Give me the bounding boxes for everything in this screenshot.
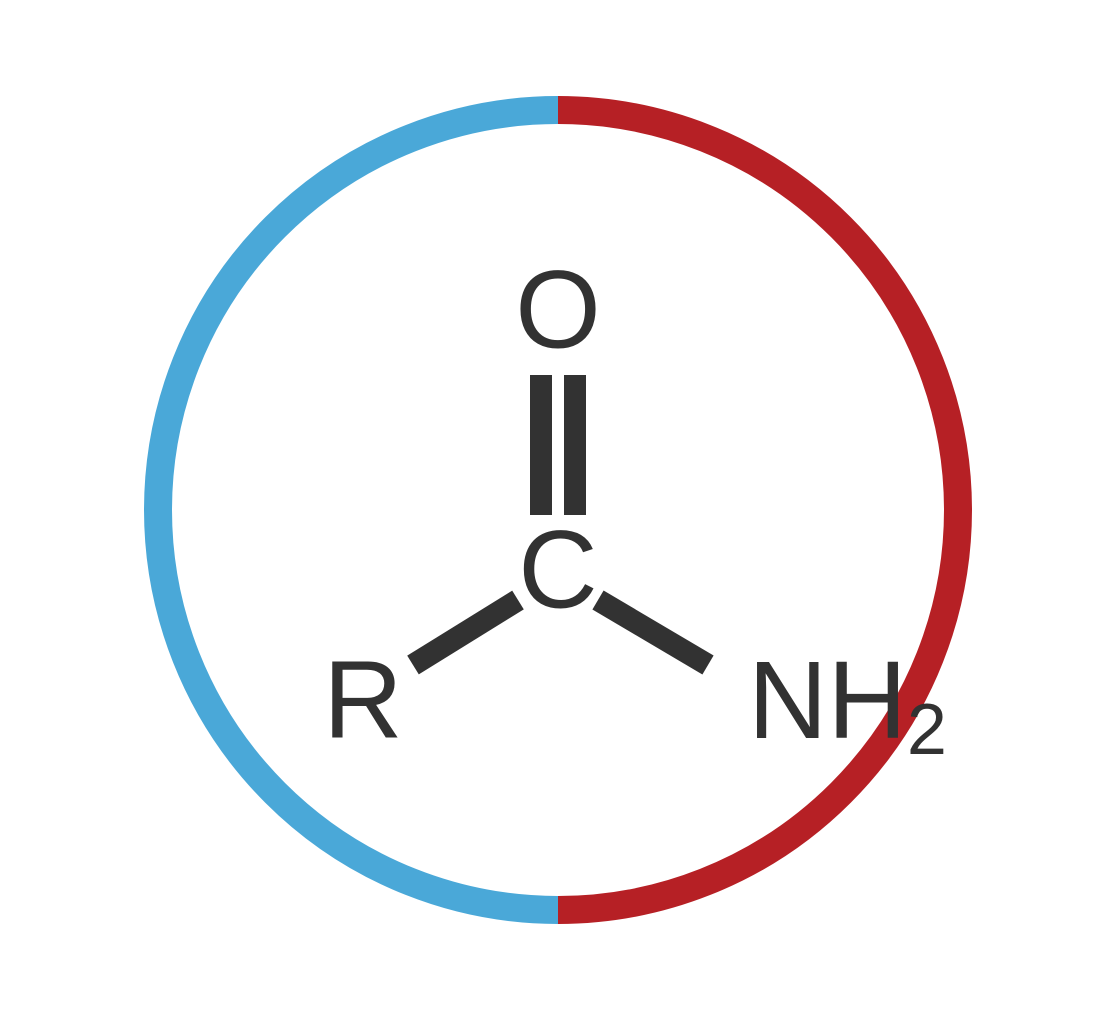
chemical-structure-svg: O C R NH2 — [108, 60, 1008, 960]
bond-c-r — [413, 600, 518, 665]
atom-r-group: R — [323, 638, 402, 761]
atom-carbon: C — [518, 508, 597, 631]
bond-c-n — [598, 600, 708, 665]
ring-right-arc — [558, 110, 958, 910]
atom-n: N — [748, 638, 827, 761]
atom-labels: O C R NH2 — [323, 248, 947, 770]
ring-left-arc — [158, 110, 558, 910]
atom-h: H — [827, 638, 906, 761]
atom-sub2: 2 — [906, 690, 946, 770]
atom-oxygen: O — [515, 248, 601, 371]
amide-diagram: O C R NH2 — [108, 60, 1008, 960]
